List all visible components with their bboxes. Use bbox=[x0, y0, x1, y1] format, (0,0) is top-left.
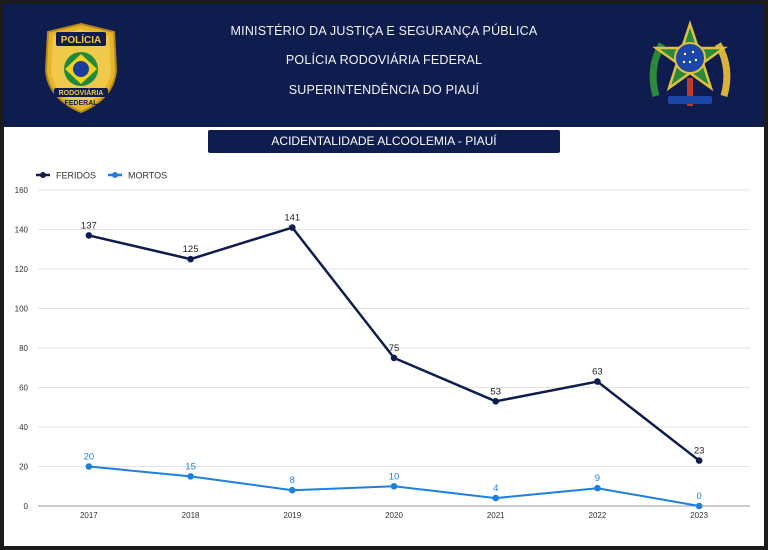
x-tick-label: 2021 bbox=[487, 511, 505, 520]
data-point-mortos[interactable] bbox=[492, 494, 500, 502]
data-label-feridos: 23 bbox=[694, 446, 705, 457]
data-label-feridos: 63 bbox=[592, 367, 603, 378]
x-tick-label: 2022 bbox=[589, 511, 607, 520]
data-point-mortos[interactable] bbox=[85, 463, 93, 470]
y-tick-label: 140 bbox=[15, 226, 29, 235]
x-tick-label: 2023 bbox=[690, 511, 708, 520]
header-ministry-text: MINISTÉRIO DA JUSTIÇA E SEGURANÇA PÚBLIC… bbox=[230, 24, 538, 38]
x-axis: 2017 2018 2019 2020 2021 2022 2023 bbox=[80, 511, 709, 520]
y-tick-label: 60 bbox=[19, 384, 28, 393]
x-tick-label: 2018 bbox=[182, 511, 200, 520]
x-tick-label: 2017 bbox=[80, 511, 98, 520]
data-label-mortos: 4 bbox=[493, 483, 498, 494]
x-tick-label: 2020 bbox=[385, 511, 403, 520]
data-point-mortos[interactable] bbox=[187, 473, 194, 480]
y-tick-label: 20 bbox=[19, 463, 28, 472]
badge-bottom-text: FEDERAL bbox=[64, 100, 98, 107]
data-label-mortos: 15 bbox=[185, 461, 196, 472]
data-label-feridos: 125 bbox=[183, 244, 199, 255]
data-label-feridos: 141 bbox=[284, 213, 300, 224]
brazil-coat-of-arms-icon bbox=[649, 20, 731, 106]
badge-top-text: POLÍCIA bbox=[61, 33, 102, 46]
y-tick-label: 120 bbox=[15, 265, 29, 274]
data-label-mortos: 10 bbox=[389, 471, 400, 482]
data-point-feridos[interactable] bbox=[492, 398, 500, 405]
chart-title-bar: ACIDENTALIDADE ALCOOLEMIA - PIAUÍ bbox=[208, 130, 560, 153]
data-label-feridos: 137 bbox=[81, 220, 97, 231]
legend-label-mortos: MORTOS bbox=[128, 171, 167, 181]
y-tick-label: 100 bbox=[15, 305, 29, 314]
data-point-mortos[interactable] bbox=[390, 482, 398, 490]
x-tick-label: 2019 bbox=[283, 511, 301, 520]
data-label-mortos: 8 bbox=[290, 475, 295, 486]
data-point-mortos[interactable] bbox=[288, 486, 296, 494]
data-point-feridos[interactable] bbox=[390, 354, 398, 362]
legend: FERIDOS MORTOS bbox=[36, 171, 167, 181]
chart-grid bbox=[38, 189, 750, 507]
data-point-mortos[interactable] bbox=[695, 502, 703, 510]
infographic-page: POLÍCIA RODOVIÁRIA FEDERAL MINISTÉRIO DA… bbox=[4, 4, 764, 546]
y-tick-label: 40 bbox=[19, 423, 28, 432]
header-superintendency-text: SUPERINTENDÊNCIA DO PIAUÍ bbox=[288, 83, 480, 97]
header-prf-text: POLÍCIA RODOVIÁRIA FEDERAL bbox=[285, 53, 483, 67]
legend-item-feridos[interactable]: FERIDOS bbox=[36, 171, 96, 181]
data-point-feridos[interactable] bbox=[594, 378, 601, 385]
data-label-mortos: 20 bbox=[84, 452, 95, 463]
header-banner: POLÍCIA RODOVIÁRIA FEDERAL MINISTÉRIO DA… bbox=[4, 4, 764, 127]
data-point-feridos[interactable] bbox=[695, 457, 703, 464]
y-tick-label: 0 bbox=[24, 502, 29, 511]
data-label-feridos: 75 bbox=[389, 343, 400, 354]
legend-label-feridos: FERIDOS bbox=[56, 171, 96, 181]
data-label-mortos: 0 bbox=[696, 491, 701, 502]
badge-mid-text: RODOVIÁRIA bbox=[59, 88, 104, 97]
data-point-feridos[interactable] bbox=[288, 224, 296, 231]
y-axis: 0 20 40 60 80 100 120 140 160 bbox=[15, 186, 29, 511]
data-point-feridos[interactable] bbox=[187, 255, 194, 263]
data-label-mortos: 9 bbox=[595, 473, 600, 484]
y-tick-label: 80 bbox=[19, 344, 28, 353]
prf-badge-icon: POLÍCIA RODOVIÁRIA FEDERAL bbox=[44, 22, 118, 114]
legend-item-mortos[interactable]: MORTOS bbox=[108, 171, 167, 181]
series-layer: 137 125 141 75 53 63 23 20 15 8 10 4 9 0 bbox=[81, 213, 705, 510]
data-label-feridos: 53 bbox=[490, 386, 501, 397]
y-tick-label: 160 bbox=[15, 186, 29, 195]
data-point-feridos[interactable] bbox=[85, 232, 93, 239]
data-point-mortos[interactable] bbox=[594, 484, 601, 492]
